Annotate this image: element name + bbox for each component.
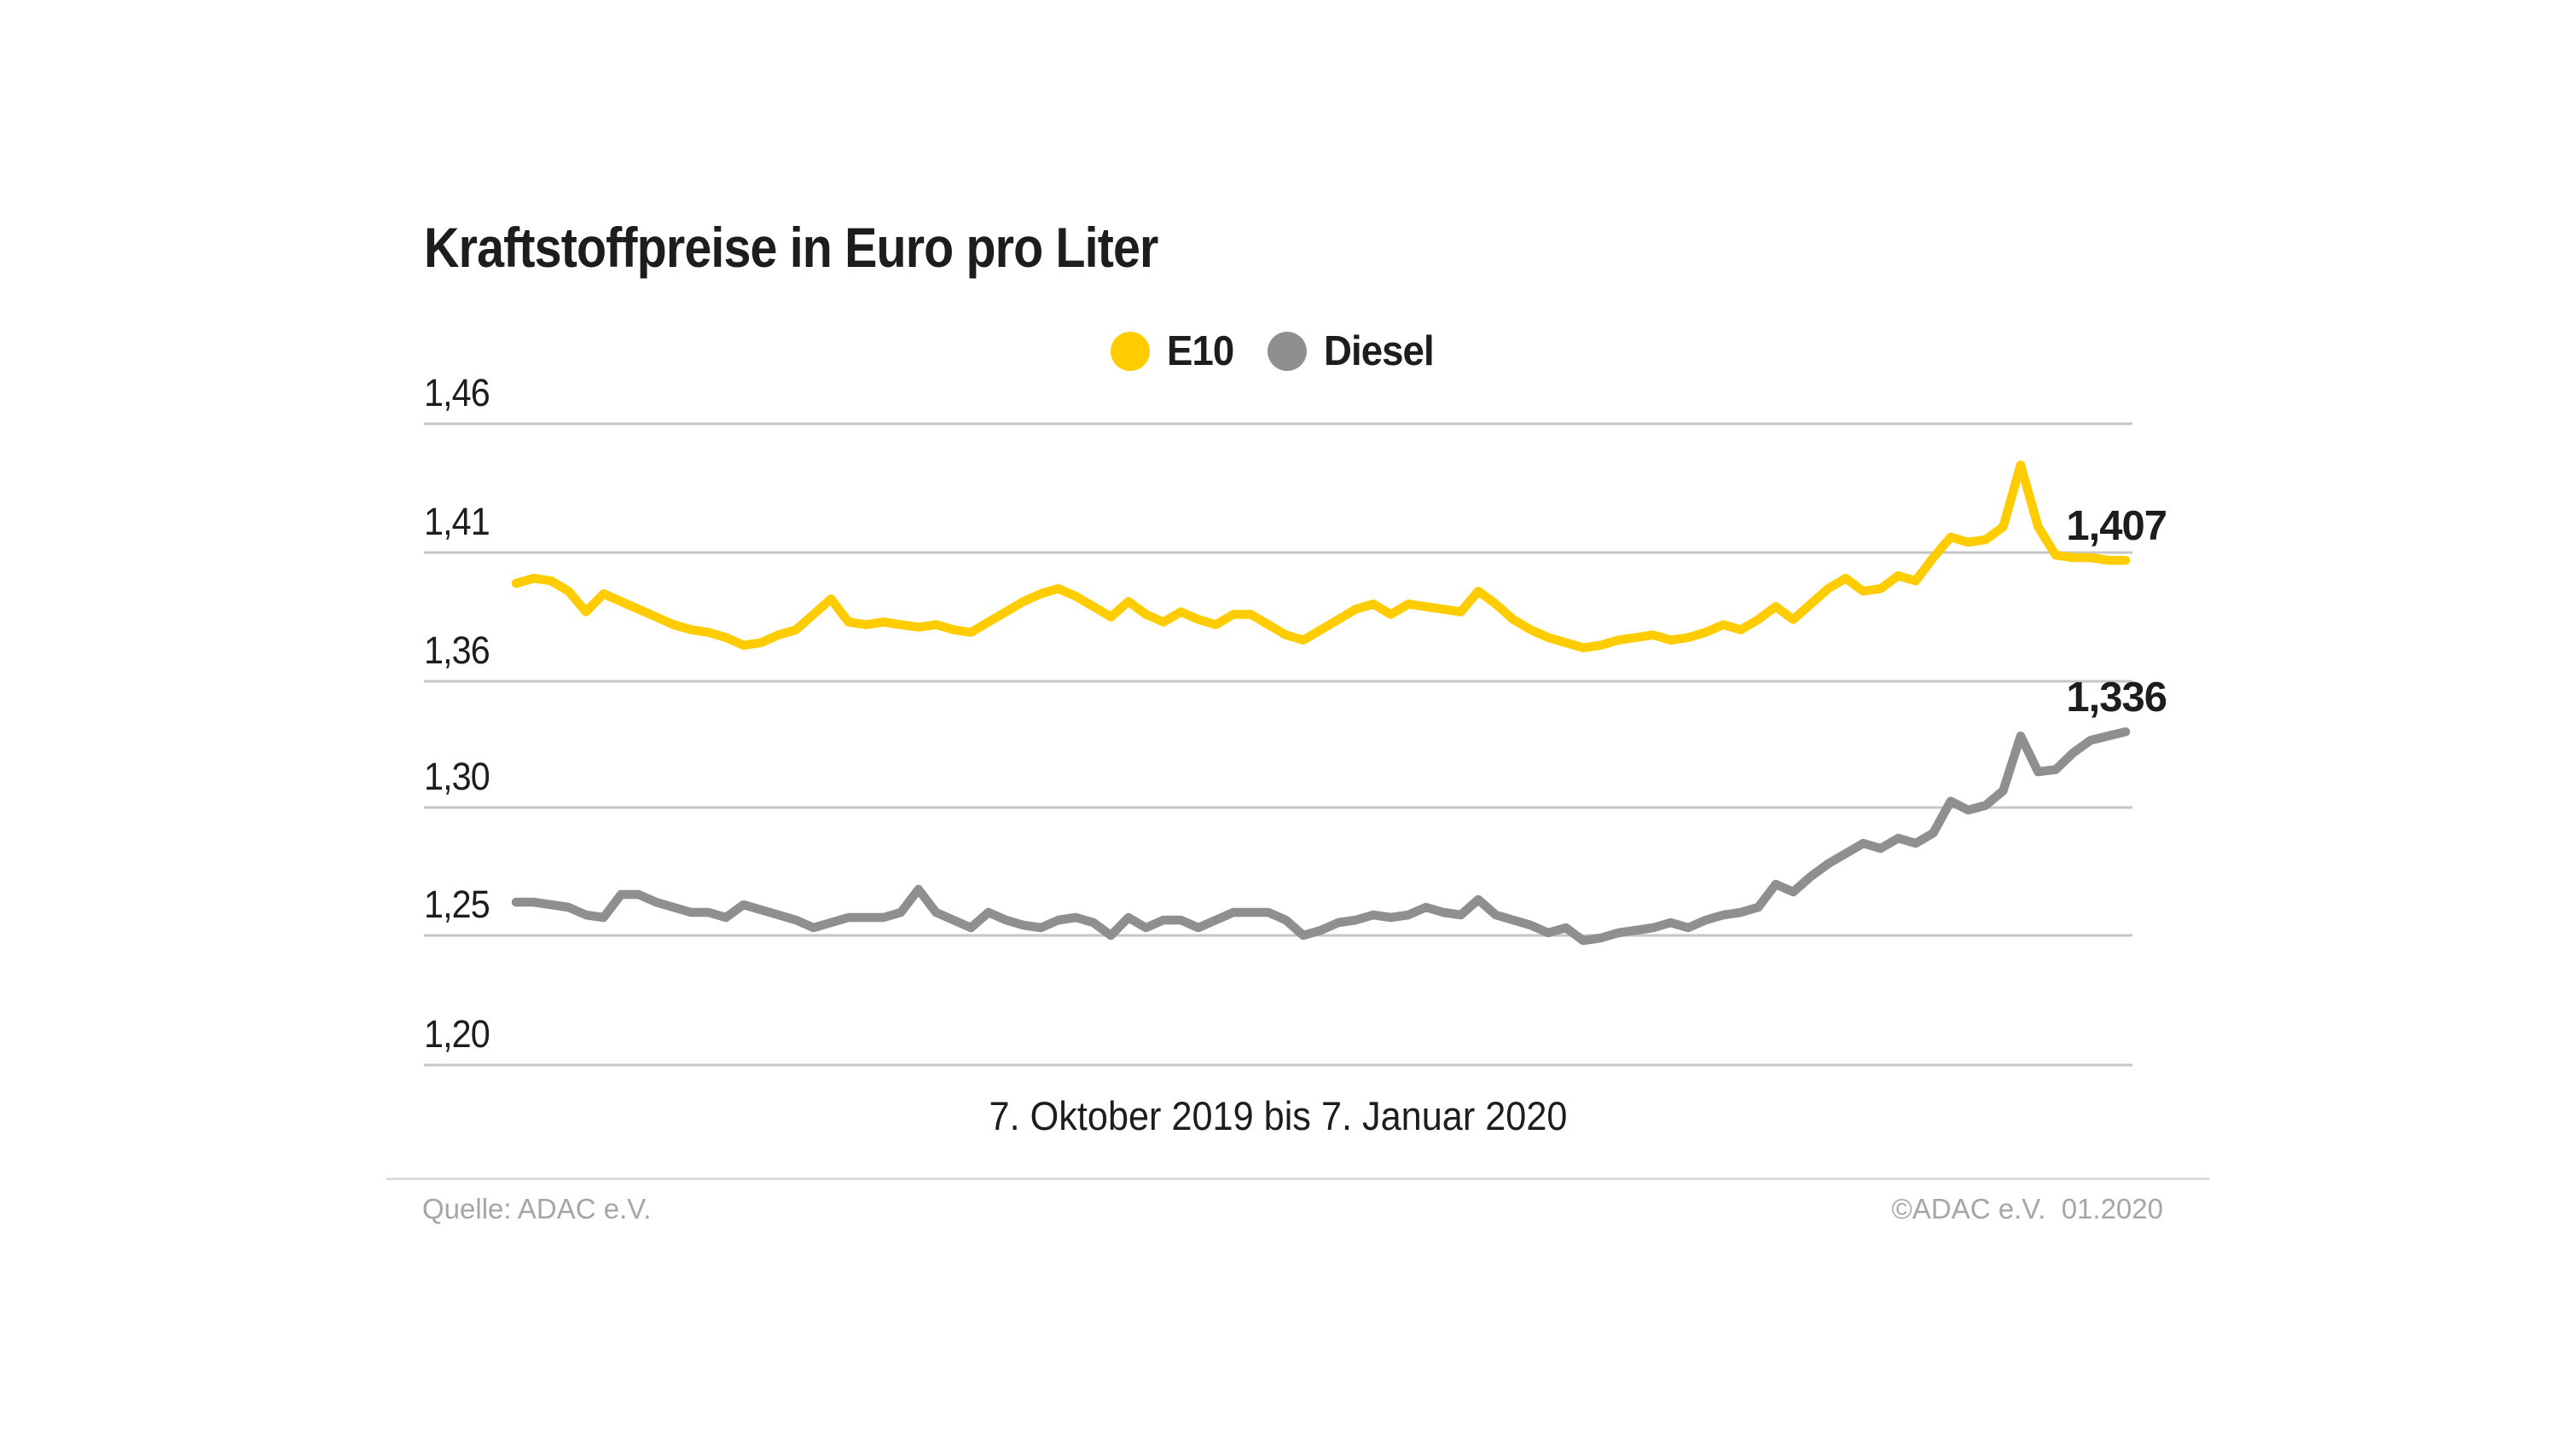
legend-label-e10: E10 xyxy=(1167,328,1234,374)
chart-legend: E10 Diesel xyxy=(1111,327,1442,375)
footer-divider xyxy=(386,1178,2209,1180)
diesel-end-value: 1,336 xyxy=(2066,674,2167,721)
copyright-note: ©ADAC e.V. 01.2020 xyxy=(1891,1193,2163,1224)
source-note: Quelle: ADAC e.V. xyxy=(422,1193,652,1224)
e10-dot-icon xyxy=(1111,332,1150,371)
e10-price-line xyxy=(511,460,2131,652)
x-axis-caption: 7. Oktober 2019 bis 7. Januar 2020 xyxy=(989,1093,1568,1138)
y-tick-1,36: 1,36 xyxy=(424,628,490,672)
y-tick-1,41: 1,41 xyxy=(424,500,490,543)
legend-item-diesel: Diesel xyxy=(1268,327,1442,375)
chart-title: Kraftstoffpreise in Euro pro Liter xyxy=(424,216,1158,279)
diesel-price-line xyxy=(511,726,2131,946)
y-tick-1,25: 1,25 xyxy=(424,883,490,926)
legend-label-diesel: Diesel xyxy=(1324,328,1435,374)
e10-end-value: 1,407 xyxy=(2066,503,2167,550)
y-tick-1,30: 1,30 xyxy=(424,755,490,798)
y-tick-1,20: 1,20 xyxy=(424,1012,490,1056)
legend-item-e10: E10 xyxy=(1111,327,1239,375)
diesel-dot-icon xyxy=(1268,332,1308,371)
y-tick-1,46: 1,46 xyxy=(424,371,490,414)
